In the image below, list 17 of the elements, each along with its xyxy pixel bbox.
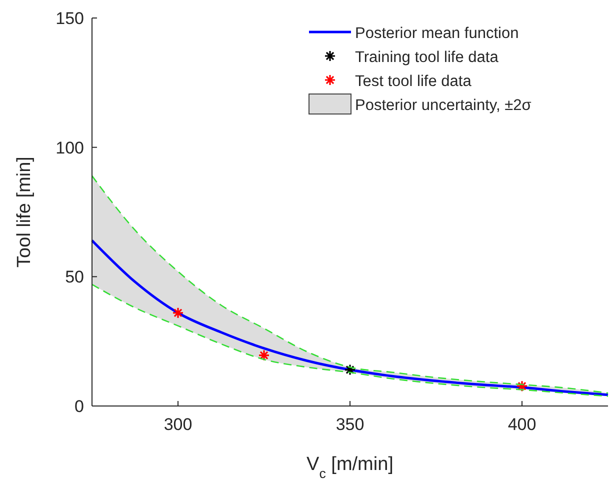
- x-tick-label: 400: [508, 415, 536, 434]
- point: [258, 350, 270, 362]
- point: [516, 380, 528, 392]
- y-tick-label: 50: [65, 268, 84, 287]
- x-tick-label: 300: [164, 415, 192, 434]
- y-tick-label: 0: [74, 397, 84, 416]
- y-tick-label: 150: [56, 9, 84, 28]
- x-axis-title: V$_{c}$ [m/min]: [306, 454, 394, 480]
- annotation: Posterior uncertainty, ±2σ: [355, 97, 532, 114]
- x-tick-label: 350: [336, 415, 364, 434]
- legend-label: Test tool life data: [355, 73, 472, 90]
- y-tick-label: 100: [56, 138, 84, 158]
- y-axis-title: Tool life [min]: [14, 156, 35, 268]
- point: [344, 364, 356, 376]
- point: [172, 307, 184, 319]
- legend-label: Training tool life data: [355, 49, 499, 66]
- legend-label: Posterior mean function: [355, 25, 519, 42]
